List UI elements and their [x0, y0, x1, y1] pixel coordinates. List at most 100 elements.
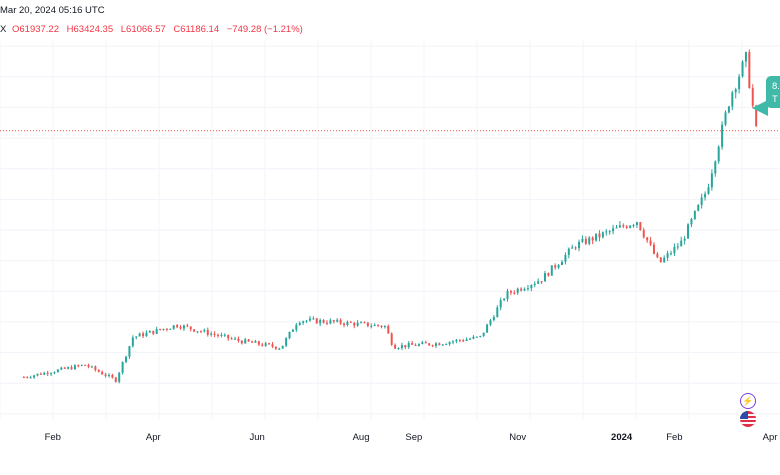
- candle[interactable]: [80, 364, 83, 366]
- candle[interactable]: [159, 328, 162, 330]
- candle[interactable]: [53, 372, 56, 374]
- candle[interactable]: [666, 253, 669, 258]
- candle[interactable]: [94, 366, 97, 370]
- candle[interactable]: [646, 237, 649, 241]
- candle[interactable]: [452, 341, 455, 343]
- candle[interactable]: [312, 318, 315, 320]
- candle[interactable]: [458, 339, 461, 341]
- candle[interactable]: [550, 265, 553, 276]
- candle[interactable]: [731, 92, 734, 107]
- candle[interactable]: [520, 288, 523, 291]
- candle[interactable]: [87, 365, 90, 367]
- candle[interactable]: [125, 356, 128, 362]
- candle[interactable]: [469, 338, 472, 340]
- candle[interactable]: [223, 334, 226, 336]
- candle[interactable]: [114, 377, 117, 382]
- candle[interactable]: [591, 237, 594, 241]
- candle[interactable]: [584, 238, 587, 244]
- candle[interactable]: [411, 343, 414, 345]
- candle[interactable]: [349, 321, 352, 323]
- candle[interactable]: [261, 344, 264, 346]
- candle[interactable]: [73, 365, 76, 370]
- candle[interactable]: [46, 372, 49, 375]
- candle[interactable]: [291, 329, 294, 332]
- candle[interactable]: [571, 247, 574, 249]
- candle[interactable]: [554, 265, 557, 268]
- candle[interactable]: [329, 320, 332, 324]
- candle[interactable]: [503, 298, 506, 301]
- candle[interactable]: [377, 324, 380, 326]
- candle[interactable]: [516, 288, 519, 293]
- candle[interactable]: [172, 325, 175, 329]
- candle[interactable]: [595, 233, 598, 241]
- candle[interactable]: [724, 112, 727, 125]
- candle[interactable]: [441, 344, 444, 346]
- candle[interactable]: [343, 323, 346, 325]
- candle[interactable]: [615, 227, 618, 229]
- candle[interactable]: [142, 333, 145, 337]
- candle[interactable]: [673, 246, 676, 254]
- candle[interactable]: [101, 371, 104, 375]
- candle[interactable]: [373, 324, 376, 326]
- candle[interactable]: [390, 333, 393, 345]
- candle[interactable]: [492, 317, 495, 321]
- candle[interactable]: [182, 325, 185, 329]
- candle[interactable]: [598, 233, 601, 238]
- candle[interactable]: [564, 254, 567, 262]
- candle[interactable]: [179, 327, 182, 329]
- candle[interactable]: [104, 374, 107, 376]
- candle[interactable]: [625, 226, 628, 228]
- candle[interactable]: [360, 322, 363, 324]
- candle[interactable]: [445, 344, 448, 346]
- candle[interactable]: [714, 161, 717, 174]
- candle[interactable]: [744, 52, 747, 62]
- candle[interactable]: [618, 225, 621, 228]
- candle[interactable]: [407, 343, 410, 348]
- candle[interactable]: [322, 320, 325, 323]
- candle[interactable]: [148, 330, 151, 333]
- candle[interactable]: [489, 320, 492, 325]
- candle[interactable]: [683, 238, 686, 241]
- candle[interactable]: [482, 332, 485, 336]
- candle[interactable]: [67, 367, 70, 369]
- candle[interactable]: [680, 240, 683, 247]
- candle[interactable]: [727, 106, 730, 113]
- candle[interactable]: [499, 300, 502, 308]
- candle[interactable]: [227, 334, 230, 339]
- candle[interactable]: [43, 372, 46, 375]
- candle[interactable]: [462, 340, 465, 342]
- candle[interactable]: [97, 369, 100, 372]
- candle[interactable]: [707, 187, 710, 194]
- candle[interactable]: [346, 321, 349, 325]
- candle[interactable]: [176, 325, 179, 328]
- candle[interactable]: [234, 338, 237, 340]
- candle[interactable]: [155, 328, 158, 334]
- candle[interactable]: [475, 336, 478, 338]
- candle[interactable]: [22, 377, 25, 379]
- candle[interactable]: [251, 341, 254, 343]
- candle[interactable]: [131, 337, 134, 347]
- candle[interactable]: [196, 331, 199, 333]
- candle[interactable]: [216, 334, 219, 336]
- candle[interactable]: [465, 339, 468, 341]
- candle[interactable]: [84, 364, 87, 366]
- candle[interactable]: [264, 343, 267, 346]
- candle[interactable]: [578, 241, 581, 249]
- candle[interactable]: [601, 232, 604, 238]
- candle[interactable]: [738, 76, 741, 90]
- candle[interactable]: [118, 372, 121, 382]
- candle[interactable]: [431, 345, 434, 347]
- candle[interactable]: [298, 322, 301, 325]
- candle[interactable]: [588, 237, 591, 244]
- candle[interactable]: [659, 257, 662, 263]
- candle[interactable]: [721, 124, 724, 147]
- candle[interactable]: [363, 322, 366, 324]
- candle[interactable]: [649, 240, 652, 245]
- candle[interactable]: [581, 238, 584, 242]
- candle[interactable]: [33, 375, 36, 378]
- candle[interactable]: [257, 341, 260, 345]
- candle[interactable]: [676, 246, 679, 248]
- candle[interactable]: [138, 333, 141, 337]
- candle[interactable]: [383, 325, 386, 327]
